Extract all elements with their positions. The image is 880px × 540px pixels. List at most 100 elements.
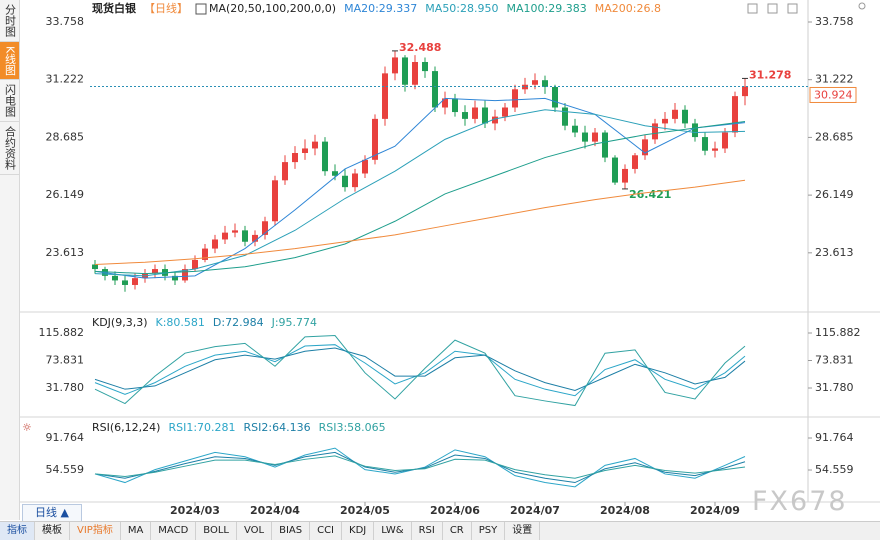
period-button[interactable]: 日线 ▲ — [22, 504, 82, 522]
y-tick-label: 26.149 — [815, 188, 854, 201]
legend-text: J:95.774 — [271, 316, 317, 329]
candle-body — [692, 123, 698, 138]
candle-body — [172, 275, 178, 281]
toolbar-tab[interactable]: 设置 — [505, 522, 541, 540]
candle-body — [452, 98, 458, 113]
y-tick-label: 54.559 — [815, 463, 854, 476]
candle-body — [502, 107, 508, 117]
y-tick-label: 33.758 — [815, 15, 854, 28]
candle-body — [632, 155, 638, 169]
legend-text: MA100:29.383 — [507, 2, 587, 15]
candle-body — [432, 71, 438, 108]
toolbar-tab[interactable]: PSY — [472, 522, 506, 540]
y-tick-label-left: 28.685 — [46, 130, 85, 143]
candle-body — [612, 157, 618, 183]
y-tick-label: 31.780 — [815, 381, 854, 394]
candle-body — [642, 139, 648, 156]
candle-body — [602, 132, 608, 158]
window-icons — [747, 2, 866, 14]
series-line — [94, 451, 746, 484]
candle-body — [372, 118, 378, 160]
legend-text: D:72.984 — [213, 316, 264, 329]
candle-body — [182, 269, 188, 281]
y-tick-label: 31.222 — [815, 73, 854, 86]
toolbar-tab[interactable]: RSI — [412, 522, 443, 540]
candle-body — [252, 234, 258, 242]
y-tick-label-left: 31.780 — [46, 381, 85, 394]
legend-text: MA20:29.337 — [344, 2, 417, 15]
candle-body — [392, 57, 398, 74]
sidebar-tab[interactable]: 分时图 — [0, 0, 19, 42]
candle-body — [262, 221, 268, 235]
x-tick-label: 2024/03 — [170, 504, 220, 517]
candle-body — [222, 232, 228, 240]
series-line — [94, 109, 746, 277]
y-tick-label-left: 31.222 — [46, 73, 85, 86]
toolbar-tab[interactable]: BOLL — [196, 522, 237, 540]
candle-body — [742, 86, 748, 97]
legend-text: KDJ(9,3,3) — [92, 316, 148, 329]
legend-text: RSI(6,12,24) — [92, 421, 160, 434]
candle-body — [362, 159, 368, 174]
candle-body — [702, 137, 708, 151]
candle-body — [152, 269, 158, 274]
candle-body — [532, 80, 538, 85]
candle-body — [332, 171, 338, 176]
candle-body — [652, 123, 658, 140]
sidebar-tab[interactable]: 闪电图 — [0, 80, 19, 123]
y-tick-label: 73.831 — [815, 353, 854, 366]
legend-text: RSI3:58.065 — [319, 421, 386, 434]
candle-body — [272, 180, 278, 222]
toolbar-tab[interactable]: MACD — [151, 522, 197, 540]
candle-body — [122, 280, 128, 285]
legend-text: RSI2:64.136 — [244, 421, 311, 434]
x-tick-label: 2024/09 — [690, 504, 740, 517]
candle-body — [202, 248, 208, 260]
candle-body — [572, 125, 578, 133]
candle-body — [302, 148, 308, 154]
candle-body — [482, 107, 488, 124]
toolbar-tab[interactable]: LW& — [374, 522, 412, 540]
candle-body — [542, 80, 548, 88]
x-tick-label: 2024/05 — [340, 504, 390, 517]
candle-body — [402, 57, 408, 85]
x-tick-label: 2024/04 — [250, 504, 300, 517]
candle-body — [522, 84, 528, 90]
candle-body — [472, 107, 478, 119]
y-tick-label: 28.685 — [815, 130, 854, 143]
candle-body — [192, 259, 198, 270]
toolbar-tab[interactable]: CR — [443, 522, 472, 540]
candle-body — [212, 239, 218, 249]
candle-body — [242, 230, 248, 242]
candle-body — [112, 275, 118, 281]
toolbar-tab[interactable]: KDJ — [342, 522, 375, 540]
candle-body — [552, 87, 558, 108]
series-line — [94, 447, 746, 488]
sidebar-tab[interactable]: 合约资料 — [0, 122, 19, 176]
toolbar-tab[interactable]: 指标 — [0, 522, 35, 540]
toolbar-tab[interactable]: 模板 — [35, 522, 70, 540]
candle-body — [672, 109, 678, 119]
toolbar-tab[interactable]: VIP指标 — [70, 522, 121, 540]
y-tick-label-left: 23.613 — [46, 246, 85, 259]
x-tick-label: 2024/06 — [430, 504, 480, 517]
y-tick-label: 115.882 — [815, 326, 861, 339]
y-tick-label-left: 26.149 — [46, 188, 85, 201]
x-tick-label: 2024/07 — [510, 504, 560, 517]
candle-body — [412, 61, 418, 85]
toolbar-tab[interactable]: VOL — [237, 522, 273, 540]
candle-body — [232, 230, 238, 233]
toolbar-tab[interactable]: CCI — [310, 522, 343, 540]
toolbar-tab[interactable]: BIAS — [272, 522, 311, 540]
candle-body — [592, 132, 598, 142]
sidebar-tab[interactable]: K线图 — [0, 42, 19, 81]
series-line — [94, 344, 746, 397]
candle-body — [722, 132, 728, 149]
toolbar-tab[interactable]: MA — [121, 522, 152, 540]
y-tick-label-left: 115.882 — [39, 326, 85, 339]
candle-body — [422, 61, 428, 72]
legend-text: MA(20,50,100,200,0,0) — [209, 2, 336, 15]
candle-body — [322, 141, 328, 172]
series-line — [94, 455, 746, 479]
